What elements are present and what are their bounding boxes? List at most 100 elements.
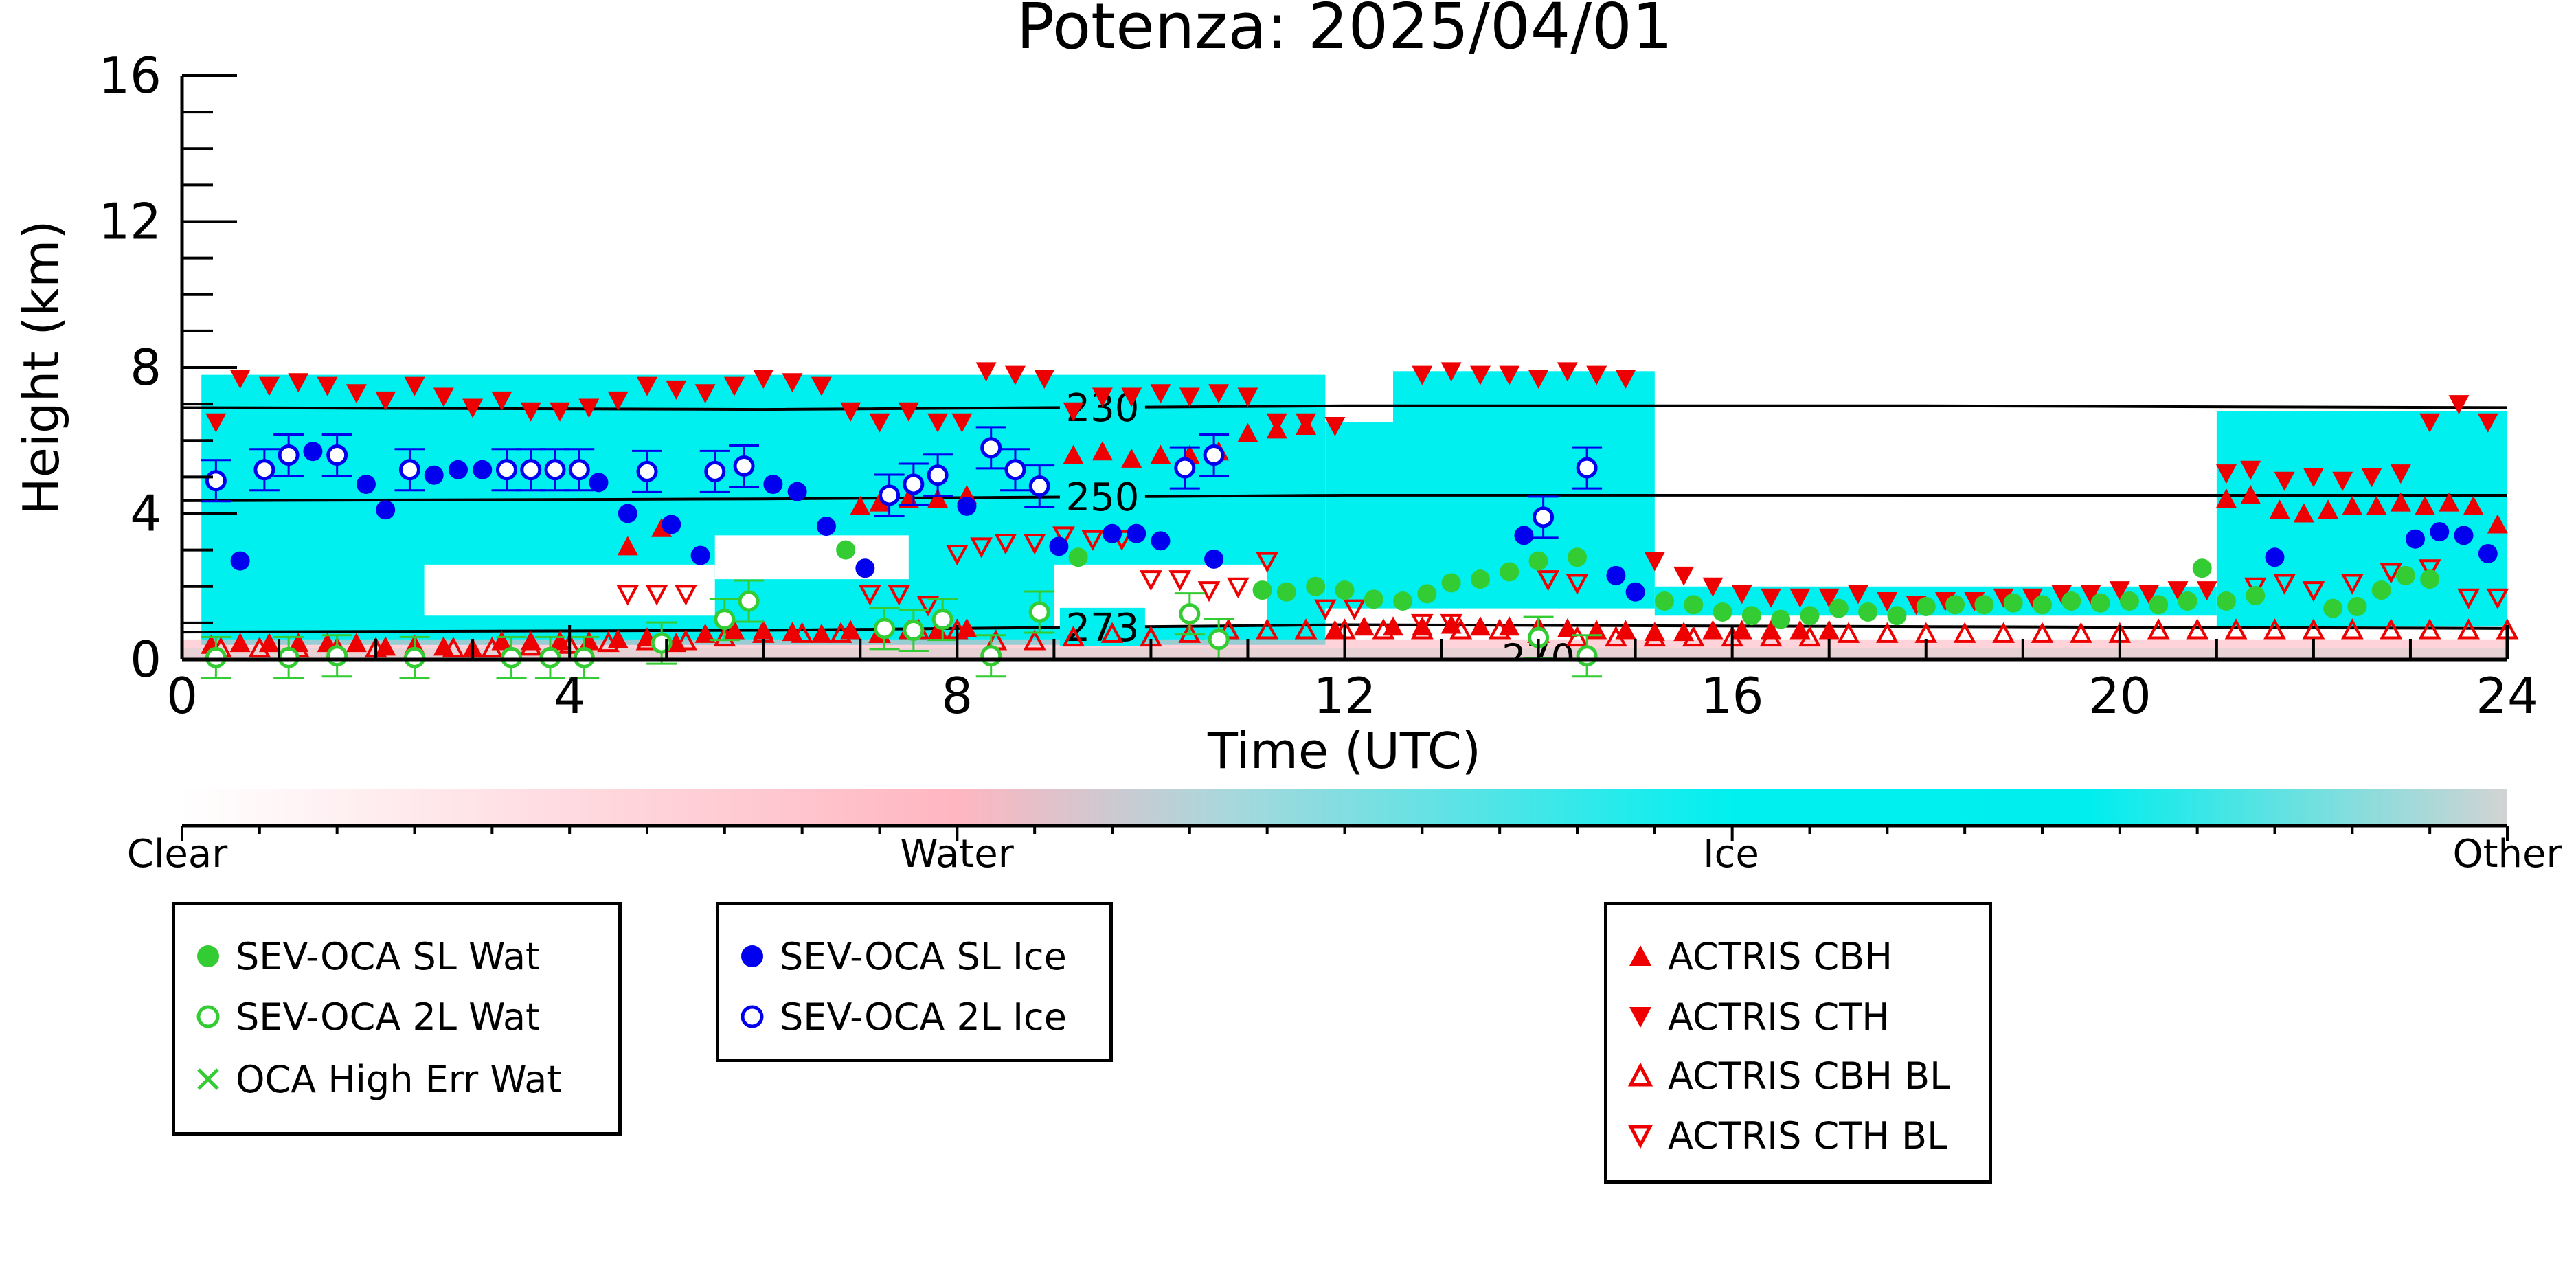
data-point (1100, 622, 1124, 643)
data-point (2178, 591, 2197, 611)
x-mark-icon (197, 1068, 219, 1090)
data-point (2003, 593, 2023, 613)
data-point (2265, 547, 2285, 567)
data-point (1140, 570, 1162, 591)
data-point (1469, 365, 1491, 385)
data-point (1586, 620, 1607, 640)
data-point (1800, 606, 1820, 626)
data-point (927, 464, 949, 486)
y-tick-label: 16 (98, 47, 161, 104)
y-tick-label: 8 (130, 339, 161, 396)
data-point (375, 391, 396, 411)
data-point (2418, 559, 2441, 580)
contour-250 (182, 493, 2507, 502)
data-point (495, 459, 517, 481)
data-point (1237, 387, 1258, 407)
data-point (1266, 413, 1287, 433)
data-point (2196, 581, 2217, 601)
data-point (326, 444, 348, 466)
data-point (303, 442, 323, 462)
data-point (2090, 593, 2110, 613)
ice-region (1325, 422, 1394, 609)
open-circle-icon (741, 1005, 764, 1028)
data-point (859, 585, 881, 606)
data-point (666, 380, 687, 400)
x-tick-label: 8 (941, 667, 973, 725)
data-point (2366, 495, 2387, 515)
data-point (230, 551, 250, 571)
data-point (787, 482, 807, 501)
data-point (2419, 413, 2441, 433)
data-point (1023, 534, 1046, 555)
data-point (636, 460, 658, 482)
data-point (855, 558, 875, 578)
data-point (1514, 526, 1534, 545)
data-point (2119, 591, 2139, 611)
data-point (651, 632, 673, 654)
data-point (2380, 563, 2403, 584)
data-point (346, 633, 367, 653)
legend-water: SEV-OCA SL Wat SEV-OCA 2L Wat OCA High E… (172, 902, 622, 1136)
data-point (229, 369, 251, 389)
colorbar-label-clear: Clear (127, 832, 228, 877)
data-point (2415, 495, 2436, 515)
data-point (491, 631, 512, 651)
data-point (1393, 591, 1413, 611)
data-point (2147, 618, 2170, 640)
data-point (2215, 464, 2237, 484)
legend-item-high-err-wat: OCA High Err Wat (193, 1058, 562, 1101)
data-point (2340, 618, 2364, 640)
data-point (278, 646, 300, 668)
data-point (1237, 422, 1258, 442)
data-point (2457, 618, 2480, 640)
data-point (811, 376, 832, 396)
data-point (2263, 618, 2286, 640)
data-point (550, 631, 571, 651)
data-point (723, 376, 745, 396)
data-point (2216, 591, 2236, 611)
data-point (550, 402, 571, 422)
x-tick-label: 20 (2088, 667, 2151, 725)
data-point (2224, 618, 2248, 640)
data-point (1294, 618, 1318, 640)
data-point (2022, 588, 2043, 608)
data-point (763, 475, 783, 494)
data-point (520, 631, 541, 651)
x-tick-label: 12 (1313, 667, 1377, 725)
data-point (1296, 413, 1317, 433)
data-point (782, 622, 803, 642)
data-point (2240, 484, 2261, 504)
data-point (1179, 603, 1201, 625)
data-point (951, 413, 973, 433)
data-point (288, 633, 309, 653)
legend-label: ACTRIS CBH BL (1668, 1054, 1951, 1098)
legend-label: ACTRIS CTH (1668, 995, 1890, 1039)
y-tick-label: 12 (98, 193, 161, 251)
data-point (1364, 589, 1383, 609)
data-point (1324, 417, 1346, 436)
data-point (1837, 622, 1860, 643)
data-point (2390, 464, 2411, 484)
data-point (816, 517, 836, 536)
data-point (903, 473, 925, 495)
data-point (869, 492, 890, 512)
data-point (278, 444, 300, 466)
legend-actris: ACTRIS CBH ACTRIS CTH ACTRIS CBH BL ACTR… (1604, 902, 1992, 1184)
data-point (927, 488, 949, 508)
data-point (1673, 622, 1695, 642)
data-point (1469, 616, 1491, 636)
data-point (568, 459, 590, 481)
legend-label: SEV-OCA 2L Wat (236, 995, 541, 1039)
data-point (1789, 588, 1811, 608)
data-point (957, 496, 977, 516)
data-point (970, 537, 993, 558)
data-point (2454, 526, 2474, 545)
data-point (2167, 581, 2189, 601)
y-tick-label: 4 (130, 485, 161, 543)
data-point (1092, 441, 1113, 461)
data-point (2070, 622, 2092, 643)
data-point (2215, 488, 2237, 508)
data-point (398, 459, 420, 481)
data-point (1208, 384, 1230, 404)
data-point (1993, 588, 2014, 608)
